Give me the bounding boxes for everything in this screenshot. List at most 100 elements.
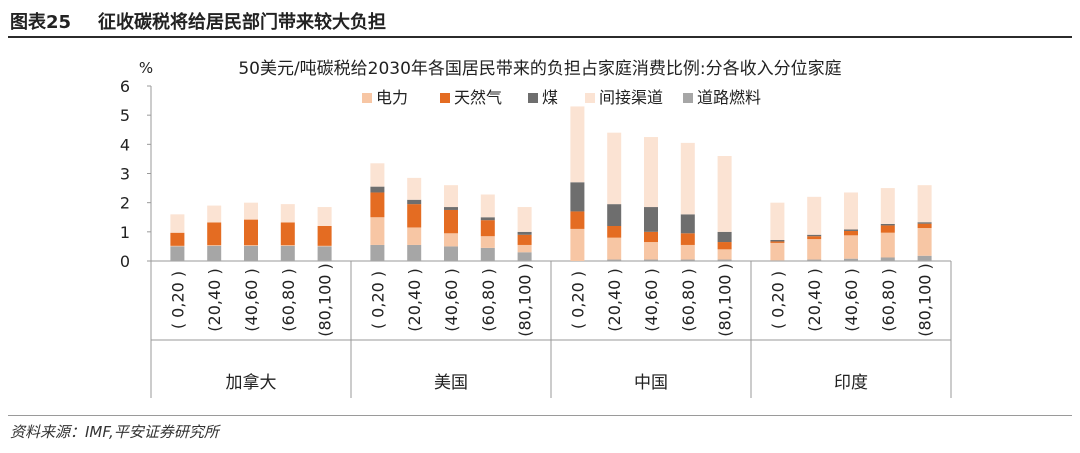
- bar-segment-1: [407, 227, 422, 245]
- bar-segment-0: [444, 246, 458, 261]
- bar-segment-2: [807, 236, 822, 240]
- y-axis-unit-label: %: [139, 59, 153, 77]
- bar-segment-1: [207, 245, 222, 246]
- bar-segment-3: [370, 186, 385, 193]
- bar-segment-0: [280, 245, 295, 261]
- bar-segment-2: [317, 226, 332, 246]
- bar-segment-4: [807, 196, 822, 235]
- bar-segment-1: [680, 244, 695, 260]
- bar-segment-4: [917, 185, 932, 223]
- bar-segment-3: [770, 240, 785, 242]
- x-category-label: (20,40 ): [405, 268, 424, 331]
- bar-segment-0: [717, 259, 732, 261]
- legend-swatch-3: [528, 93, 538, 103]
- bar-segment-3: [444, 207, 458, 210]
- bar-segment-1: [644, 242, 658, 260]
- chart-area: 50美元/吨碳税给2030年各国居民带来的负担占家庭消费比例:分各收入分位家庭%…: [0, 40, 1080, 410]
- x-group-label: 中国: [634, 373, 668, 393]
- x-category-label: (60,80 ): [879, 268, 898, 331]
- bar-segment-4: [317, 207, 332, 226]
- bar-segment-0: [880, 257, 895, 261]
- y-tick-label: 3: [120, 165, 130, 184]
- y-tick-label: 0: [120, 252, 130, 271]
- x-category-label: ( 0,20 ): [568, 271, 587, 329]
- legend-swatch-4: [585, 93, 595, 103]
- bar-segment-4: [480, 194, 495, 218]
- bar-segment-3: [844, 229, 858, 231]
- bar-segment-3: [517, 231, 532, 235]
- bar-segment-4: [607, 132, 622, 205]
- legend-swatch-1: [362, 93, 372, 103]
- x-category-label: (20,40 ): [205, 268, 224, 331]
- bar-segment-2: [680, 233, 695, 245]
- y-tick-label: 5: [120, 106, 130, 125]
- x-category-label: ( 0,20 ): [368, 271, 387, 329]
- bar-segment-2: [717, 242, 732, 250]
- x-category-label: (80,100 ): [716, 263, 735, 337]
- bar-segment-4: [517, 207, 532, 232]
- x-category-label: (80,100 ): [316, 263, 335, 337]
- bar-segment-2: [607, 226, 622, 238]
- footer-rule: [8, 415, 1072, 416]
- stacked-bar-chart: 50美元/吨碳税给2030年各国居民带来的负担占家庭消费比例:分各收入分位家庭%…: [120, 59, 952, 398]
- bar-segment-4: [207, 205, 222, 223]
- bar-segment-2: [370, 192, 385, 218]
- bar-segment-4: [280, 204, 295, 223]
- x-group-label: 美国: [434, 373, 468, 393]
- bar-segment-4: [370, 163, 385, 187]
- x-category-label: (60,80 ): [479, 268, 498, 331]
- bar-segment-2: [644, 231, 658, 243]
- bar-segment-4: [770, 202, 785, 240]
- legend-swatch-2: [440, 93, 450, 103]
- bar-segment-1: [317, 245, 332, 247]
- legend-swatch-0: [683, 93, 693, 103]
- bar-segment-1: [444, 233, 458, 247]
- legend-label: 道路燃料: [697, 88, 761, 107]
- bar-segment-2: [880, 225, 895, 233]
- bar-segment-0: [517, 252, 532, 261]
- bar-segment-2: [517, 234, 532, 245]
- bar-segment-4: [880, 188, 895, 224]
- bar-segment-1: [280, 245, 295, 246]
- bar-segment-0: [370, 244, 385, 261]
- y-tick-label: 4: [120, 135, 130, 154]
- y-tick-label: 1: [120, 223, 130, 242]
- bar-segment-1: [570, 228, 585, 261]
- bar-segment-3: [880, 223, 895, 226]
- bar-segment-0: [770, 260, 785, 261]
- x-category-label: (60,80 ): [279, 268, 298, 331]
- bar-segment-3: [407, 199, 422, 205]
- bar-segment-4: [170, 214, 185, 233]
- bar-segment-2: [280, 222, 295, 246]
- x-category-label: (40,60 ): [242, 268, 261, 331]
- bar-segment-0: [644, 259, 658, 261]
- x-category-label: ( 0,20 ): [768, 271, 787, 329]
- bar-segment-1: [480, 236, 495, 248]
- bar-segment-2: [444, 209, 458, 234]
- bar-segment-2: [480, 220, 495, 237]
- bar-segment-4: [444, 185, 458, 208]
- bar-segment-0: [807, 259, 822, 261]
- y-tick-label: 6: [120, 77, 130, 96]
- figure-label: 图表25: [10, 12, 72, 33]
- header-rule: [8, 6, 1072, 38]
- x-category-label: (20,40 ): [805, 268, 824, 331]
- bar-segment-1: [880, 232, 895, 258]
- bar-segment-1: [244, 245, 258, 246]
- bar-segment-3: [917, 222, 932, 224]
- bar-segment-0: [844, 258, 858, 261]
- bar-segment-0: [407, 244, 422, 261]
- legend-label: 煤: [542, 88, 558, 107]
- x-category-label: (60,80 ): [679, 268, 698, 331]
- x-category-label: (40,60 ): [442, 268, 461, 331]
- bar-segment-1: [844, 235, 858, 259]
- bar-segment-2: [917, 223, 932, 229]
- bar-segment-0: [244, 245, 258, 261]
- bar-segment-1: [807, 239, 822, 260]
- bar-segment-1: [917, 228, 932, 256]
- bar-segment-2: [570, 211, 585, 229]
- bar-segment-0: [480, 247, 495, 261]
- x-group-label: 加拿大: [226, 372, 277, 393]
- x-category-label: (20,40 ): [605, 268, 624, 331]
- chart-title: 50美元/吨碳税给2030年各国居民带来的负担占家庭消费比例:分各收入分位家庭: [238, 59, 841, 79]
